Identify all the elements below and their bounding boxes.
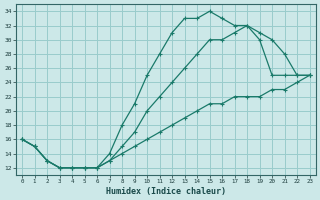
X-axis label: Humidex (Indice chaleur): Humidex (Indice chaleur) xyxy=(106,187,226,196)
